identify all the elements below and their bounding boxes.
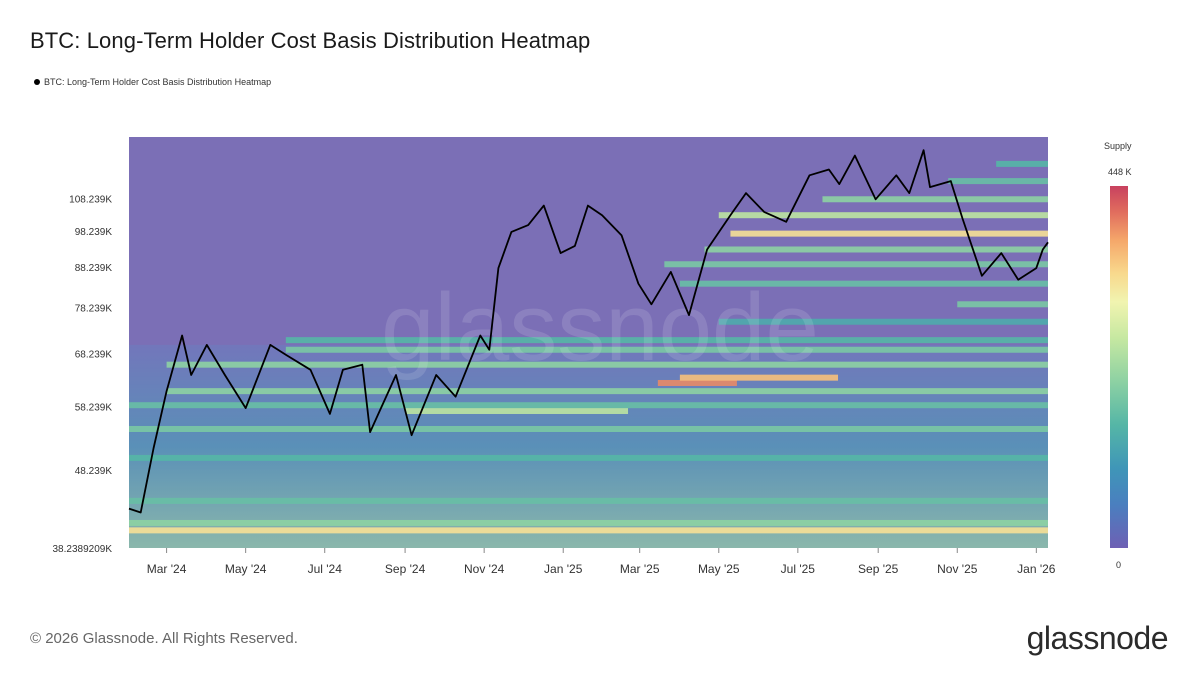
y-tick-label: 58.239K [75,403,113,414]
density-band [129,454,1048,461]
x-tick-label: Mar '24 [147,562,187,576]
density-band [285,337,1048,344]
density-band [730,230,1048,237]
x-tick-label: Sep '25 [858,562,899,576]
density-band [957,301,1048,308]
price-line [128,149,1049,514]
legend-marker-icon [34,79,40,85]
density-band [129,519,1048,526]
legend[interactable]: BTC: Long-Term Holder Cost Basis Distrib… [34,77,271,87]
x-tick-label: May '24 [225,562,267,576]
colorbar [1110,186,1128,548]
density-band [718,212,1048,219]
density-band [129,425,1048,432]
x-tick-label: Mar '25 [620,562,660,576]
density-band [129,527,1048,534]
density-band [657,379,737,386]
watermark: glassnode [381,274,819,381]
density-band [405,407,629,414]
density-band [166,388,1048,395]
y-tick-label: 48.239K [75,466,113,477]
colorbar-title: Supply [1104,141,1132,151]
x-tick-label: Nov '24 [464,562,505,576]
colorbar-max-label: 448 K [1108,167,1132,177]
density-band [948,178,1048,185]
copyright: © 2026 Glassnode. All Rights Reserved. [30,630,298,647]
x-tick-label: Jul '25 [781,562,816,576]
density-band [285,346,1048,353]
x-tick-label: Nov '25 [937,562,978,576]
density-band [664,261,1048,268]
brand-logo: glassnode [1026,620,1169,656]
chart-title: BTC: Long-Term Holder Cost Basis Distrib… [30,28,591,53]
density-band [718,318,1048,325]
density-band [679,280,1048,287]
density-band [129,402,1048,409]
y-tick-label: 98.239K [75,227,113,238]
density-band [704,246,1048,253]
x-tick-label: Jan '25 [544,562,583,576]
y-tick-label: 88.239K [75,263,113,274]
y-tick-label: 108.239K [69,195,112,206]
x-tick-label: Jan '26 [1017,562,1056,576]
x-tick-label: Jul '24 [308,562,343,576]
x-tick-label: May '25 [698,562,740,576]
y-tick-label: 38.2389209K [52,544,112,555]
y-tick-label: 68.239K [75,349,113,360]
colorbar-min-label: 0 [1116,560,1122,570]
density-band [129,497,1048,504]
density-band [996,160,1048,167]
x-tick-label: Sep '24 [385,562,426,576]
supply-region [129,344,1048,548]
y-tick-label: 78.239K [75,304,113,315]
density-band [822,196,1048,203]
density-band [166,361,1048,368]
legend-label: BTC: Long-Term Holder Cost Basis Distrib… [44,77,272,87]
density-band [679,374,839,381]
